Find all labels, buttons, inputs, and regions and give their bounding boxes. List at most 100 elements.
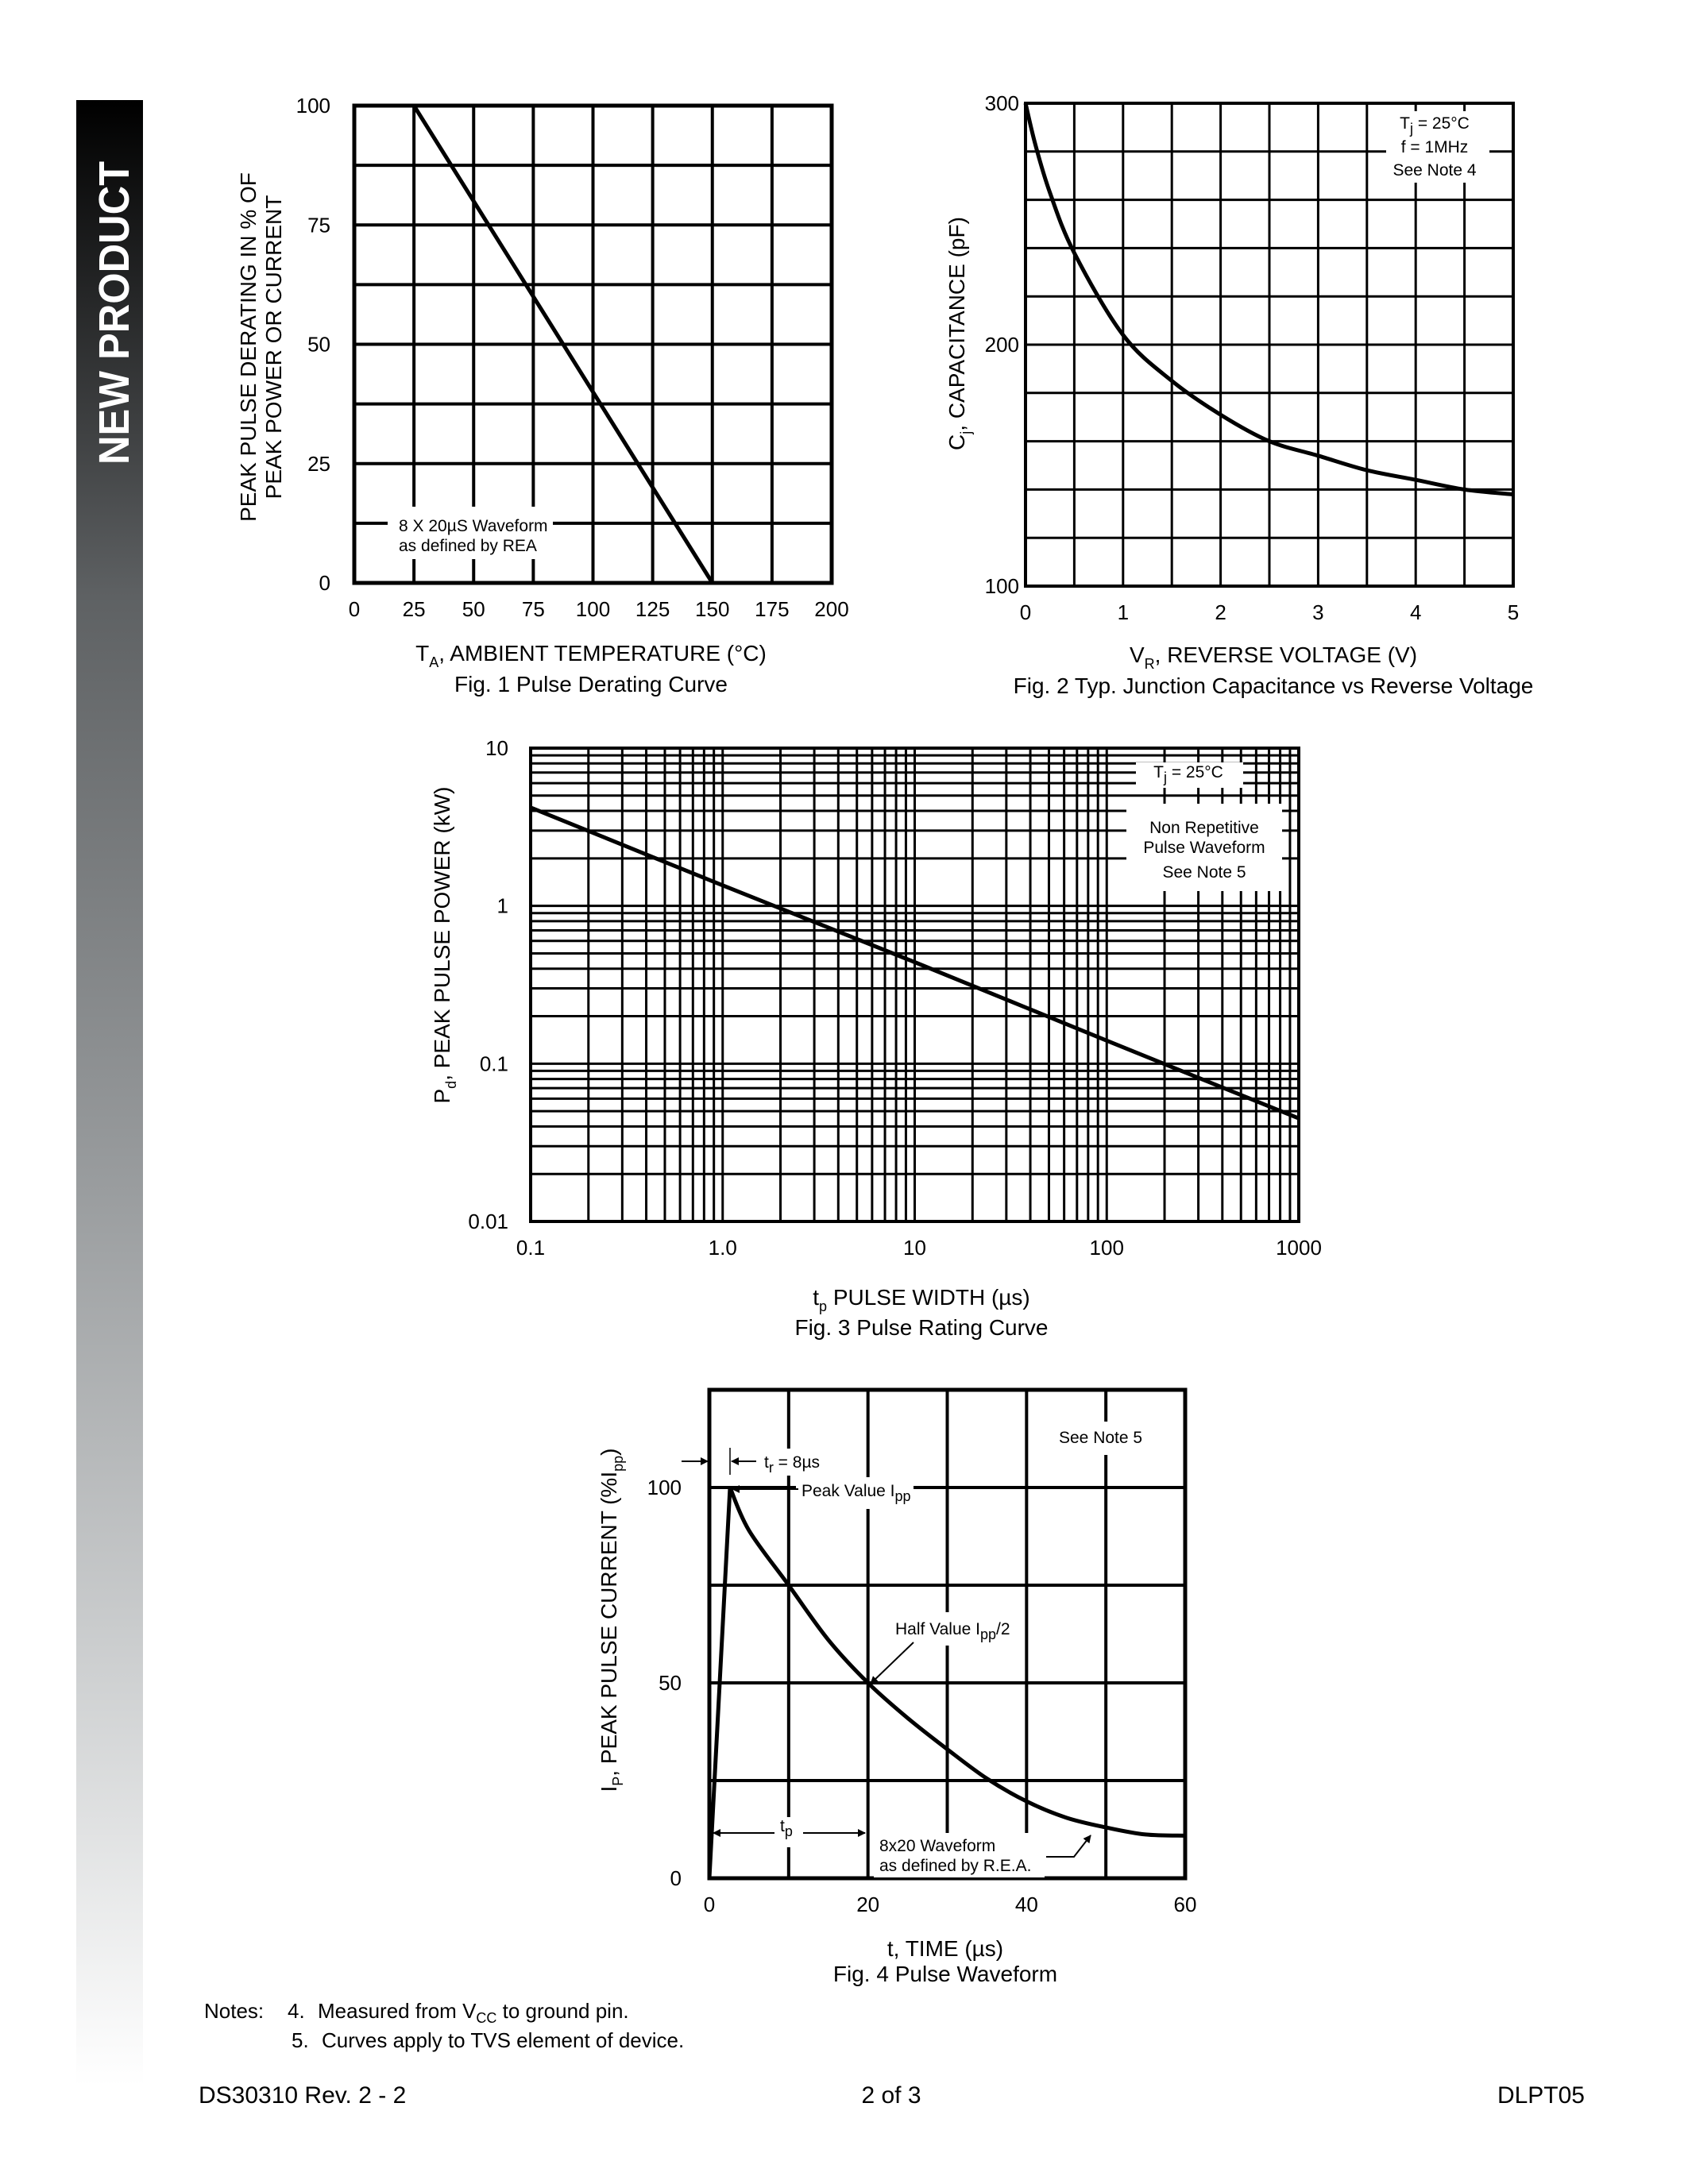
fig3-annotation-line3: See Note 5 xyxy=(1162,863,1246,882)
fig1-xlabel: TA, AMBIENT TEMPERATURE (°C) xyxy=(415,641,767,670)
x-tick-label: 10 xyxy=(903,1236,926,1260)
fig2-xlabel: VR, REVERSE VOLTAGE (V) xyxy=(1130,642,1417,672)
fig4-tp-box xyxy=(774,1817,803,1847)
notes-heading: Notes: xyxy=(204,1999,264,2023)
fig1-tick-labels: 0 25 50 75 100 125 150 175 200 0 25 50 75 100 xyxy=(296,94,849,621)
x-tick-label: 50 xyxy=(462,597,485,621)
y-tick-label: 1 xyxy=(497,894,508,918)
y-tick-label: 50 xyxy=(659,1671,682,1695)
fig2-annotation-box xyxy=(1386,111,1489,183)
x-tick-label: 3 xyxy=(1312,600,1323,624)
fig3-annotation-line2: Pulse Waveform xyxy=(1143,839,1265,857)
y-tick-label: 0.01 xyxy=(468,1210,508,1233)
fig3-annotation-tj: Tj = 25°C xyxy=(1153,763,1223,785)
x-tick-label: 0.1 xyxy=(516,1236,545,1260)
fig3-annotation-tj-box xyxy=(1136,762,1243,788)
plot-frame xyxy=(707,1387,1188,1881)
fig2-capacitance-curve xyxy=(1023,102,1514,496)
fig2-ylabel: Cj, CAPACITANCE (pF) xyxy=(944,217,974,450)
fig1-caption: Fig. 1 Pulse Derating Curve xyxy=(454,672,728,696)
fig4-waveform-line2: as defined by R.E.A. xyxy=(879,1857,1031,1875)
x-tick-label: 100 xyxy=(576,597,610,621)
fig4-peak-label: Peak Value Ipp xyxy=(802,1482,911,1504)
footer: DS30310 Rev. 2 - 2 2 of 3 DLPT05 xyxy=(199,2082,1585,2109)
y-tick-label: 10 xyxy=(485,736,508,760)
banner-background xyxy=(76,100,143,2086)
fig3-caption: Fig. 3 Pulse Rating Curve xyxy=(794,1315,1048,1340)
y-tick-label: 25 xyxy=(307,452,330,476)
x-tick-label: 1000 xyxy=(1276,1236,1322,1260)
y-tick-label: 0 xyxy=(670,1866,682,1890)
x-tick-label: 0 xyxy=(1020,600,1031,624)
fig3-ylabel: Pd, PEAK PULSE POWER (kW) xyxy=(430,787,459,1104)
note-5-number: 5. xyxy=(292,2028,309,2052)
y-tick-label: 100 xyxy=(647,1476,682,1499)
x-tick-label: 175 xyxy=(755,597,789,621)
fig4-rise-box xyxy=(756,1449,836,1476)
fig4-half-box xyxy=(888,1612,1015,1646)
fig4-waveform-line1: 8x20 Waveform xyxy=(879,1837,995,1855)
x-tick-label: 60 xyxy=(1174,1893,1197,1916)
fig4-xlabel: t, TIME (µs) xyxy=(887,1936,1003,1961)
fig4-half-label: Half Value Ipp/2 xyxy=(895,1620,1010,1642)
y-tick-label: 0.1 xyxy=(480,1051,508,1075)
fig4-note-box xyxy=(1050,1422,1177,1455)
fig2-caption: Fig. 2 Typ. Junction Capacitance vs Reve… xyxy=(1014,673,1534,698)
x-tick-label: 2 xyxy=(1215,600,1226,624)
x-tick-label: 20 xyxy=(856,1893,879,1916)
fig3-annotation-line1: Non Repetitive xyxy=(1149,819,1259,837)
x-tick-label: 150 xyxy=(695,597,729,621)
y-tick-label: 0 xyxy=(319,571,330,595)
fig4-caption: Fig. 4 Pulse Waveform xyxy=(833,1962,1057,1986)
fig1-grid xyxy=(352,103,834,585)
fig4-waveform-box xyxy=(874,1833,1045,1877)
footer-part-number: DLPT05 xyxy=(1497,2082,1585,2109)
note-4-text: Measured from VCC to ground pin. xyxy=(318,1999,629,2026)
footer-page-number: 2 of 3 xyxy=(861,2082,921,2109)
fig4-half-arrow xyxy=(870,1642,914,1684)
y-tick-label: 200 xyxy=(985,333,1019,357)
fig1-annotation-line1: 8 X 20µS Waveform xyxy=(399,517,548,535)
x-tick-label: 0 xyxy=(704,1893,715,1916)
fig1-derating-line xyxy=(354,103,714,585)
x-tick-label: 1 xyxy=(1118,600,1129,624)
fig4-tick-labels: 0 20 40 60 0 50 100 xyxy=(647,1476,1197,1916)
fig3-tick-labels: 0.1 1.0 10 100 1000 0.01 0.1 1 10 xyxy=(468,736,1322,1260)
x-tick-label: 200 xyxy=(814,597,848,621)
fig1-pulse-derating-chart: 8 X 20µS Waveform as defined by REA 0 25 5… xyxy=(236,94,849,696)
x-tick-label: 0 xyxy=(349,597,360,621)
plot-frame xyxy=(352,103,834,585)
x-tick-label: 125 xyxy=(635,597,670,621)
x-tick-label: 40 xyxy=(1015,1893,1038,1916)
note-4-number: 4. xyxy=(288,1999,305,2023)
fig3-pulse-rating-chart: Tj = 25°C Non Repetitive Pulse Waveform … xyxy=(430,736,1322,1340)
fig2-annotation-freq: f = 1MHz xyxy=(1401,138,1469,156)
fig4-ylabel: IP, PEAK PULSE CURRENT (%Ipp) xyxy=(597,1449,626,1792)
fig1-annotation-line2: as defined by REA xyxy=(399,537,537,555)
fig3-xlabel: tp PULSE WIDTH (µs) xyxy=(813,1285,1030,1314)
note-5-text: Curves apply to TVS element of device. xyxy=(322,2028,684,2052)
fig3-annotation-box xyxy=(1126,804,1282,891)
fig4-rise-label: tr = 8µs xyxy=(764,1453,820,1476)
fig1-ylabel-line2: PEAK POWER OR CURRENT xyxy=(261,195,286,500)
fig2-grid xyxy=(1024,102,1515,588)
fig1-ylabel-line1: PEAK PULSE DERATING IN % OF xyxy=(236,172,261,522)
y-tick-label: 100 xyxy=(985,574,1019,598)
notes: Notes: 4. Measured from VCC to ground pi… xyxy=(204,1999,684,2052)
y-tick-label: 75 xyxy=(307,213,330,237)
plot-frame xyxy=(529,747,1300,1223)
fig4-waveform-curve xyxy=(707,1486,1186,1879)
y-tick-label: 300 xyxy=(985,91,1019,115)
fig4-tp-label: tp xyxy=(780,1817,793,1839)
fig3-power-curve xyxy=(530,805,1300,1121)
x-tick-label: 4 xyxy=(1410,600,1421,624)
x-tick-label: 75 xyxy=(522,597,545,621)
fig4-waveform-arrow xyxy=(1046,1835,1091,1858)
new-product-banner: NEW PRODUCT xyxy=(76,100,143,2086)
x-tick-label: 1.0 xyxy=(709,1236,737,1260)
fig1-annotation-box xyxy=(388,507,553,559)
fig4-note: See Note 5 xyxy=(1059,1429,1142,1447)
x-tick-label: 25 xyxy=(403,597,426,621)
plot-frame xyxy=(1024,102,1515,588)
